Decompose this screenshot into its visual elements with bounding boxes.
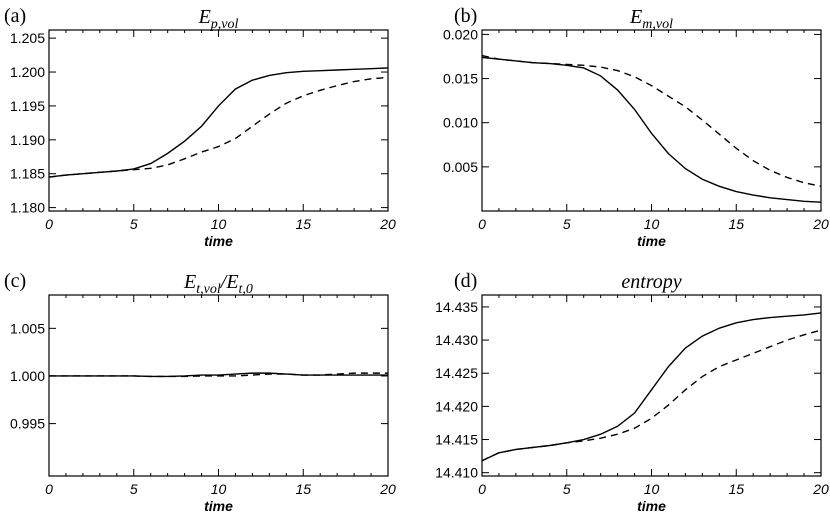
chart-title: entropy xyxy=(621,271,681,293)
y-tick-label: 1.000 xyxy=(10,368,45,384)
x-axis-label: time xyxy=(204,233,233,249)
x-tick-label: 0 xyxy=(45,481,53,497)
chart-panel-b: (b) Em,vol 0 5 10 15 20 0.005 0.010 0.015 0.020 tim… xyxy=(443,5,829,249)
plot-frame xyxy=(481,29,822,212)
x-tick-label: 20 xyxy=(812,216,829,232)
series-line-dashed xyxy=(481,329,822,462)
x-tick-label: 15 xyxy=(295,216,311,232)
panel-label: (b) xyxy=(454,5,477,27)
chart-title: Et,vol/Et,0 xyxy=(183,271,253,297)
x-tick-label: 10 xyxy=(644,216,660,232)
x-tick-label: 0 xyxy=(478,216,486,232)
x-tick-label: 20 xyxy=(379,481,396,497)
plot-frame xyxy=(481,294,822,477)
y-tick-label: 14.430 xyxy=(435,332,478,348)
x-tick-label: 0 xyxy=(478,481,486,497)
series-line-solid xyxy=(48,67,389,178)
plot-frame xyxy=(48,294,389,477)
x-tick-label: 10 xyxy=(644,481,660,497)
x-tick-label: 5 xyxy=(563,481,571,497)
chart-title: Ep,vol xyxy=(198,6,239,32)
y-tick-label: 0.010 xyxy=(443,115,478,131)
x-tick-label: 0 xyxy=(45,216,53,232)
y-tick-label: 1.005 xyxy=(10,320,45,336)
y-tick-label: 1.205 xyxy=(10,30,45,46)
series-line-dashed xyxy=(48,76,389,178)
chart-title: Em,vol xyxy=(629,6,673,32)
y-tick-label: 14.410 xyxy=(435,465,478,481)
series-line-solid xyxy=(481,312,822,462)
y-tick-label: 14.420 xyxy=(435,398,478,414)
plot-frame xyxy=(48,29,389,212)
y-tick-label: 0.995 xyxy=(10,416,45,432)
chart-panel-d: (d) entropy 0 5 10 15 20 14.410 14.415 14.420 14.4… xyxy=(435,270,829,514)
x-axis-label: time xyxy=(637,233,666,249)
x-tick-label: 10 xyxy=(211,216,227,232)
y-tick-label: 1.190 xyxy=(10,132,45,148)
chart-panel-c: (c) Et,vol/Et,0 0 5 10 15 20 0.995 1.000 1.005 tim… xyxy=(4,270,396,514)
panel-label: (c) xyxy=(4,270,26,292)
x-tick-label: 20 xyxy=(379,216,396,232)
y-tick-label: 0.020 xyxy=(443,26,478,42)
x-axis-label: time xyxy=(637,498,666,514)
chart-panel-a: (a) Ep,vol 0 5 10 15 20 1.180 1.185 1.190 1.195 1.2… xyxy=(4,5,396,249)
y-tick-label: 1.200 xyxy=(10,64,45,80)
y-tick-label: 0.015 xyxy=(443,71,478,87)
y-tick-label: 1.185 xyxy=(10,166,45,182)
series-line-solid xyxy=(481,56,822,203)
panel-label: (a) xyxy=(4,5,26,27)
x-tick-label: 5 xyxy=(130,481,138,497)
x-tick-label: 20 xyxy=(812,481,829,497)
x-tick-label: 15 xyxy=(728,216,744,232)
x-tick-label: 15 xyxy=(295,481,311,497)
y-tick-label: 14.435 xyxy=(435,299,478,315)
x-tick-label: 15 xyxy=(728,481,744,497)
x-axis-label: time xyxy=(204,498,233,514)
panel-label: (d) xyxy=(454,270,477,292)
x-tick-label: 5 xyxy=(563,216,571,232)
x-tick-label: 10 xyxy=(211,481,227,497)
series-line-dashed xyxy=(481,54,822,187)
x-tick-label: 5 xyxy=(130,216,138,232)
series-line-dashed xyxy=(49,372,388,378)
y-tick-label: 14.425 xyxy=(435,365,478,381)
y-tick-label: 1.195 xyxy=(10,98,45,114)
y-tick-label: 0.005 xyxy=(443,159,478,175)
y-tick-label: 1.180 xyxy=(10,200,45,216)
y-tick-label: 14.415 xyxy=(435,432,478,448)
